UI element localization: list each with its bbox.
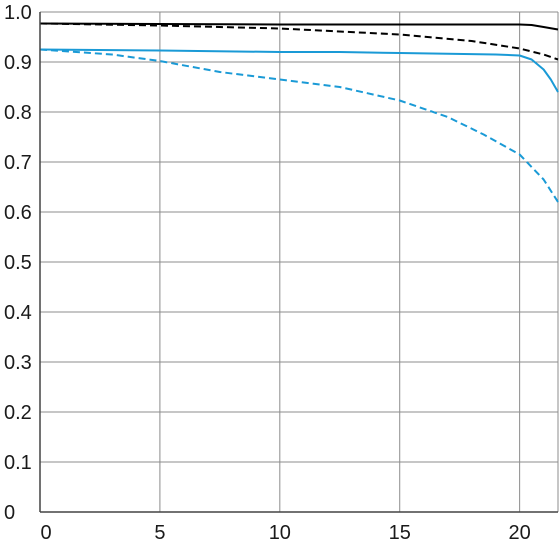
axes xyxy=(39,12,558,513)
y-tick-label: 0.2 xyxy=(4,402,32,424)
y-tick-label: 0.3 xyxy=(4,352,32,374)
x-tick-label: 0 xyxy=(40,522,51,542)
grid-lines xyxy=(40,11,559,512)
y-tick-label: 0.7 xyxy=(4,152,32,174)
series-line-2 xyxy=(39,22,559,61)
y-tick-label: 0.5 xyxy=(4,252,32,274)
series-line-1 xyxy=(39,22,559,31)
series-line-4 xyxy=(39,48,559,203)
y-tick-label: 0 xyxy=(4,502,15,524)
x-tick-label: 20 xyxy=(509,522,531,542)
y-tick-label: 0.4 xyxy=(4,302,32,324)
x-tick-label: 10 xyxy=(269,522,291,542)
y-tick-label: 0.9 xyxy=(4,52,32,74)
y-tick-label: 0.6 xyxy=(4,202,32,224)
x-tick-label: 15 xyxy=(389,522,411,542)
y-tick-label: 0.1 xyxy=(4,452,32,474)
y-tick-label: 1.0 xyxy=(4,2,32,24)
data-series xyxy=(39,22,559,203)
tick-labels: 0 0.1 0.2 0.3 0.4 0.5 0.6 0.7 0.8 0.9 1.0 0 5 10 15 20 xyxy=(4,2,531,542)
y-tick-label: 0.8 xyxy=(4,102,32,124)
x-tick-label: 5 xyxy=(154,522,165,542)
series-line-3 xyxy=(39,48,559,93)
